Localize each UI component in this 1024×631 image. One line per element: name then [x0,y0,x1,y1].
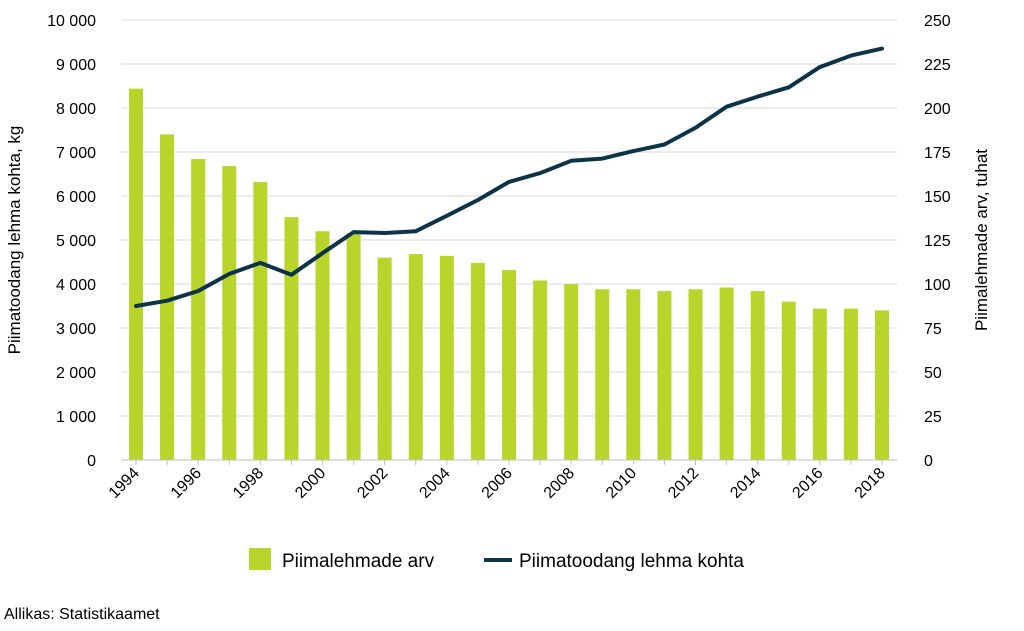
bar [346,232,361,460]
bar [191,159,206,461]
left-tick-label: 10 000 [47,13,96,30]
bar [843,308,858,460]
x-tick-label: 1994 [106,465,143,502]
left-axis-ticks: 0 1 000 2 000 3 000 4 000 5 000 6 000 7 000 8 00… [47,13,96,470]
left-tick-label: 2 000 [56,365,96,382]
bar [160,134,175,460]
left-tick-label: 7 000 [56,145,96,162]
x-tick-label: 2010 [603,465,640,502]
right-tick-label: 150 [924,189,951,206]
left-tick-label: 1 000 [56,409,96,426]
right-tick-label: 125 [924,233,951,250]
right-tick-label: 100 [924,277,951,294]
bar [222,166,237,460]
x-axis-ticks: 1994 1996 1998 2000 2002 2004 2006 2008 2010 2012… [106,460,889,502]
legend: Piimalehmade arv Piimatoodang lehma koht… [249,548,744,572]
bar [657,291,672,460]
bar [719,287,734,460]
x-tick-label: 2018 [852,465,889,502]
left-tick-label: 5 000 [56,233,96,250]
x-tick-label: 2006 [479,465,516,502]
bar [595,289,610,460]
right-tick-label: 200 [924,101,951,118]
right-tick-label: 50 [924,365,942,382]
line-path [134,46,884,308]
bar [470,262,485,460]
bar [253,181,268,461]
right-tick-label: 225 [924,57,951,74]
x-tick-label: 2004 [416,465,453,502]
left-tick-label: 4 000 [56,277,96,294]
legend-swatch-bars [249,548,271,570]
source-note: Allikas: Statistikaamet [4,606,160,623]
x-tick-label: 2008 [541,465,578,502]
x-tick-label: 1998 [230,465,267,502]
bar [377,257,392,460]
bar [626,289,641,460]
right-tick-label: 250 [924,13,951,30]
legend-label-bars: Piimalehmade arv [282,551,435,572]
x-tick-label: 2002 [354,465,391,502]
left-tick-label: 8 000 [56,101,96,118]
x-tick-label: 2014 [727,465,764,502]
right-axis-ticks: 0 25 50 75 100 125 150 175 200 225 250 [924,13,951,470]
bar [408,254,423,460]
bar [129,88,143,460]
right-tick-label: 25 [924,409,942,426]
right-tick-label: 0 [924,453,933,470]
gridlines [121,19,897,417]
right-axis-title: Piimalehmade arv, tuhat [972,149,991,331]
left-tick-label: 6 000 [56,189,96,206]
right-tick-label: 175 [924,145,951,162]
left-tick-label: 3 000 [56,321,96,338]
bar [533,280,548,460]
bar [284,217,299,460]
left-axis-title: Piimatoodang lehma kohta, kg [5,126,24,355]
bar [564,284,579,460]
line-series [134,46,884,308]
x-tick-label: 2016 [789,465,826,502]
bar [781,301,796,460]
x-tick-label: 2012 [665,465,702,502]
left-tick-label: 9 000 [56,57,96,74]
bar [812,308,827,460]
x-tick-label: 1996 [168,465,205,502]
x-tick-label: 2000 [292,465,329,502]
bar [688,289,703,460]
legend-label-line: Piimatoodang lehma kohta [519,551,744,572]
bar [502,269,516,460]
bar-series [129,88,889,461]
bar [875,310,889,460]
bar [750,291,765,460]
bar [315,231,330,460]
left-tick-label: 0 [87,453,96,470]
bar [439,255,454,460]
right-tick-label: 75 [924,321,942,338]
